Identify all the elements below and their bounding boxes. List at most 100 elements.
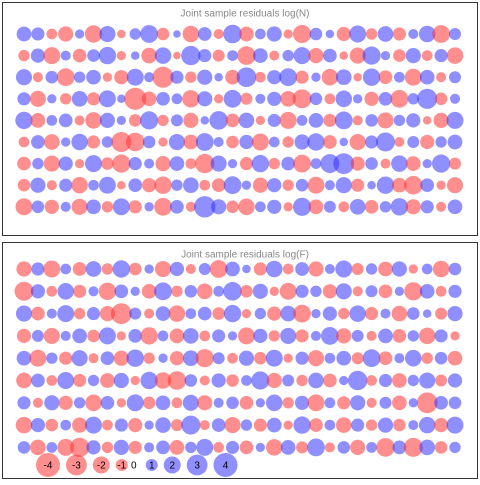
residual-bubble <box>85 112 102 129</box>
residual-bubble <box>155 417 171 433</box>
residual-bubble <box>47 94 57 104</box>
residual-bubble <box>183 328 199 344</box>
legend-label: 3 <box>194 461 200 472</box>
residual-bubble <box>237 327 255 345</box>
residual-bubble <box>30 113 46 128</box>
residual-bubble <box>254 351 267 365</box>
residual-bubble <box>213 136 224 148</box>
residual-bubble <box>307 133 325 151</box>
residual-bubble <box>168 305 186 322</box>
residual-bubble <box>367 180 376 190</box>
residual-bubble <box>199 330 211 342</box>
residual-bubble <box>280 327 297 344</box>
residual-bubble <box>155 156 171 172</box>
residual-bubble <box>128 200 142 214</box>
residual-bubble <box>335 283 352 300</box>
residual-bubble <box>390 198 409 216</box>
residual-bubble <box>435 307 448 320</box>
residual-bubble <box>185 263 196 275</box>
residual-bubble <box>73 71 86 83</box>
residual-bubble <box>265 349 283 367</box>
residual-bubble <box>112 260 131 278</box>
residual-bubble <box>431 154 451 173</box>
residual-bubble <box>432 260 450 278</box>
residual-bubble <box>30 418 46 433</box>
residual-bubble <box>434 92 448 106</box>
residual-bubble <box>31 329 44 342</box>
residual-bubble <box>335 90 353 108</box>
legend-label: -2 <box>97 461 106 472</box>
residual-bubble <box>295 351 309 365</box>
residual-bubble <box>308 372 324 389</box>
residual-bubble <box>308 48 324 64</box>
residual-bubble <box>324 180 335 191</box>
residual-bubble <box>422 116 432 125</box>
residual-bubble <box>113 372 129 389</box>
residual-bubble <box>365 135 379 149</box>
residual-bubble <box>157 114 169 127</box>
residual-bubble <box>446 111 464 129</box>
residual-bubble <box>269 286 279 296</box>
residual-bubble <box>251 154 270 173</box>
residual-bubble <box>447 373 463 388</box>
residual-bubble <box>197 91 213 107</box>
residual-bubble <box>46 442 58 453</box>
residual-bubble <box>322 284 337 299</box>
residual-bubble <box>393 49 406 62</box>
residual-bubble <box>378 91 393 106</box>
residual-bubble <box>29 90 46 107</box>
residual-bubble <box>98 327 116 345</box>
residual-bubble <box>98 46 117 65</box>
residual-bubble <box>293 154 311 173</box>
residual-bubble <box>324 93 336 105</box>
residual-bubble <box>69 437 90 458</box>
residual-bubble <box>294 134 310 150</box>
residual-bubble <box>282 263 294 275</box>
residual-bubble <box>185 201 196 212</box>
residual-bubble <box>57 438 75 456</box>
residual-bubble <box>86 307 101 321</box>
residual-bubble <box>72 328 87 344</box>
residual-bubble <box>307 394 325 412</box>
residual-bubble <box>199 420 210 431</box>
residual-bubble <box>15 416 33 434</box>
residual-bubble <box>117 94 126 104</box>
residual-bubble <box>144 202 154 212</box>
residual-bubble <box>44 199 59 214</box>
residual-bubble <box>101 136 114 148</box>
residual-bubble <box>117 29 126 39</box>
residual-bubble <box>380 158 391 169</box>
residual-bubble <box>17 396 31 410</box>
residual-bubble <box>128 157 142 171</box>
residual-bubble <box>296 441 309 454</box>
residual-bubble <box>282 374 295 387</box>
residual-bubble <box>112 198 130 216</box>
residual-bubble <box>394 136 405 148</box>
residual-bubble <box>366 375 377 386</box>
residual-bubble <box>238 350 255 366</box>
residual-bubble <box>380 50 391 61</box>
residual-bubble <box>436 201 447 212</box>
residual-bubble <box>308 113 324 128</box>
residual-bubble <box>237 46 256 65</box>
residual-bubble <box>199 375 210 386</box>
residual-bubble <box>168 133 185 151</box>
residual-bubble <box>295 329 309 343</box>
residual-bubble <box>116 50 126 61</box>
residual-bubble <box>100 395 115 410</box>
residual-bubble <box>392 177 407 193</box>
residual-bubble <box>128 440 142 454</box>
residual-bubble <box>169 328 185 344</box>
residual-bubble <box>31 262 45 276</box>
residual-bubble <box>181 45 201 66</box>
residual-bubble <box>432 25 450 43</box>
residual-bubble <box>223 304 242 323</box>
residual-bubble <box>155 395 171 411</box>
residual-bubble <box>339 51 349 60</box>
legend-label: 0 <box>131 461 137 472</box>
residual-bubble <box>59 351 73 365</box>
residual-bubble <box>31 27 45 41</box>
residual-bubble <box>419 283 435 299</box>
residual-bubble <box>130 375 140 386</box>
residual-bubble <box>73 397 86 409</box>
